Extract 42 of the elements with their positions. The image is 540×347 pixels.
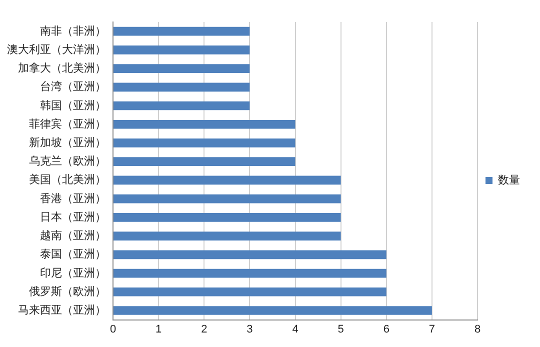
y-tick-label: 韩国（亚洲） bbox=[40, 98, 106, 112]
x-tick-label: 5 bbox=[338, 323, 344, 336]
bar bbox=[114, 46, 250, 54]
bar bbox=[114, 176, 341, 185]
x-tick-label: 6 bbox=[383, 323, 390, 336]
y-tick-label: 印尼（亚洲） bbox=[40, 266, 106, 280]
x-tick-label: 1 bbox=[156, 323, 162, 336]
bar bbox=[114, 232, 341, 240]
bar bbox=[114, 194, 341, 204]
bar bbox=[114, 82, 250, 92]
bar bbox=[114, 64, 250, 73]
x-tick-label: 0 bbox=[110, 323, 116, 336]
bar bbox=[114, 120, 296, 129]
bar bbox=[114, 157, 296, 166]
bar bbox=[114, 213, 341, 222]
y-tick-label: 香港（亚洲） bbox=[40, 192, 106, 205]
x-tick-label: 8 bbox=[474, 323, 481, 336]
y-tick-label: 美国（北美洲） bbox=[29, 173, 106, 186]
bar bbox=[114, 268, 386, 278]
x-tick-label: 4 bbox=[292, 323, 298, 336]
x-tick-label: 7 bbox=[428, 323, 435, 336]
y-tick-label: 加拿大（北美洲） bbox=[18, 62, 106, 75]
bar bbox=[114, 138, 296, 148]
bar bbox=[114, 101, 250, 110]
y-tick-label: 俄罗斯（欧洲） bbox=[29, 284, 106, 298]
y-tick-label: 乌克兰（欧洲） bbox=[29, 154, 106, 168]
bar bbox=[114, 26, 250, 36]
y-tick-label: 南非（非洲） bbox=[40, 24, 106, 38]
bar bbox=[114, 250, 386, 260]
y-tick-label: 日本（亚洲） bbox=[40, 210, 106, 224]
y-tick-label: 新加坡（亚洲） bbox=[29, 136, 106, 150]
x-tick-label: 2 bbox=[201, 323, 208, 336]
x-tick-label: 3 bbox=[246, 323, 253, 336]
y-tick-label: 马来西亚（亚洲） bbox=[18, 304, 106, 317]
legend-label: 数量 bbox=[498, 174, 520, 187]
bar bbox=[114, 287, 386, 296]
bar bbox=[114, 306, 432, 315]
y-tick-label: 越南（亚洲） bbox=[40, 229, 106, 242]
y-tick-label: 泰国（亚洲） bbox=[40, 248, 106, 261]
y-tick-label: 台湾（亚洲） bbox=[40, 80, 106, 94]
y-tick-label: 菲律宾（亚洲） bbox=[29, 117, 106, 130]
y-tick-label: 澳大利亚（大洋洲） bbox=[7, 42, 106, 56]
